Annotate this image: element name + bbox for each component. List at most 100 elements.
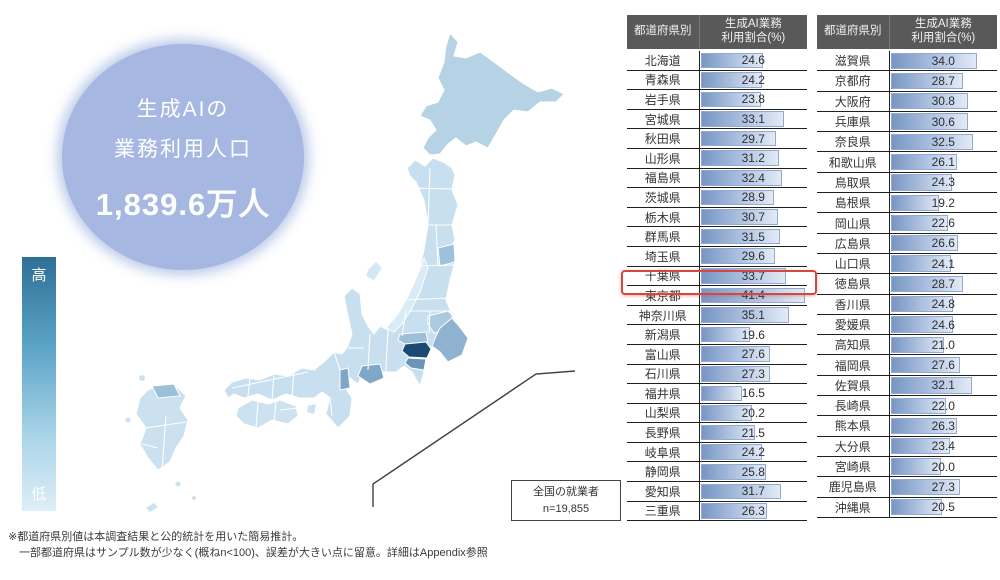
map-sado-island — [366, 262, 382, 280]
table-row: 長崎県 22.0 — [817, 396, 997, 417]
table-row: 香川県 24.8 — [817, 294, 997, 315]
usage-rate-cell: 24.6 — [700, 51, 807, 70]
table-row: 大分県 23.4 — [817, 436, 997, 457]
usage-rate-value: 22.6 — [931, 216, 955, 231]
usage-rate-cell: 23.4 — [890, 437, 997, 456]
prefecture-table-left: 都道府県別 生成AI業務 利用割合(%) 北海道 24.6 青森県 24.2 岩手県 23… — [621, 15, 817, 522]
data-bar — [890, 275, 964, 293]
usage-rate-cell: 25.8 — [700, 462, 807, 481]
table-row: 滋賀県 34.0 — [817, 51, 997, 72]
data-bar — [890, 174, 953, 191]
prefecture-name: 長野県 — [627, 423, 700, 442]
map-hokkaido — [419, 32, 565, 156]
table-row: 三重県 26.3 — [627, 501, 807, 522]
usage-rate-value: 24.3 — [931, 175, 955, 190]
table-body-left: 北海道 24.6 青森県 24.2 岩手県 23.8 宮城県 33.1 秋田県 29.7 山形県 31… — [627, 51, 807, 522]
prefecture-name: 佐賀県 — [817, 375, 890, 396]
usage-rate-cell: 24.6 — [890, 315, 997, 334]
data-bar — [700, 130, 776, 147]
usage-rate-value: 23.8 — [741, 92, 765, 107]
prefecture-name: 福岡県 — [817, 355, 890, 375]
data-bar — [700, 483, 781, 500]
hero-title-line2: 業務利用人口 — [114, 137, 252, 161]
data-bar — [890, 93, 969, 110]
data-bar — [890, 214, 948, 232]
prefecture-name: 福井県 — [627, 384, 700, 403]
japan-choropleth-map — [118, 18, 580, 530]
data-bar — [890, 397, 947, 414]
table-row: 鳥取県 24.3 — [817, 172, 997, 194]
usage-rate-value: 24.1 — [931, 256, 955, 271]
footnote: ※都道府県別値は本調査結果と公的統計を用いた簡易推計。 一部都道府県はサンプル数… — [8, 530, 488, 562]
data-bar — [890, 377, 972, 394]
prefecture-name: 高知県 — [817, 335, 890, 355]
prefecture-name: 東京都 — [627, 286, 700, 305]
usage-rate-value: 26.3 — [741, 503, 765, 518]
data-bar — [890, 194, 940, 211]
map-tanegashima-island — [175, 481, 181, 487]
data-bar — [890, 438, 950, 455]
usage-rate-cell: 31.5 — [700, 227, 807, 246]
usage-rate-value: 19.2 — [931, 195, 955, 210]
prefecture-name: 石川県 — [627, 364, 700, 384]
prefecture-name: 香川県 — [817, 294, 890, 314]
table-body-right: 滋賀県 34.0 京都府 28.7 大阪府 30.8 兵庫県 30.6 奈良県 32.5 和歌山県 2… — [817, 51, 997, 518]
usage-rate-value: 28.7 — [931, 73, 955, 88]
usage-rate-value: 32.5 — [931, 134, 955, 149]
usage-rate-cell: 16.5 — [700, 384, 807, 403]
usage-rate-cell: 29.7 — [700, 129, 807, 148]
map-tsushima-island — [139, 375, 145, 381]
usage-rate-cell: 20.5 — [890, 498, 997, 517]
data-bar — [700, 228, 781, 245]
prefecture-name: 山形県 — [627, 148, 700, 168]
prefecture-name: 新潟県 — [627, 325, 700, 344]
usage-rate-value: 24.8 — [931, 297, 955, 312]
table-row: 青森県 24.2 — [627, 70, 807, 91]
map-okinawa-island — [146, 503, 158, 512]
table-row: 佐賀県 32.1 — [817, 375, 997, 397]
data-bar — [890, 72, 964, 90]
footnote-line1: ※都道府県別値は本調査結果と公的統計を用いた簡易推計。 — [8, 531, 304, 543]
usage-rate-cell: 28.7 — [890, 274, 997, 293]
usage-rate-value: 30.7 — [741, 210, 765, 225]
table-row: 千葉県 33.7 — [627, 266, 807, 287]
prefecture-name: 大阪府 — [817, 91, 890, 111]
usage-rate-cell: 26.3 — [700, 502, 807, 521]
usage-rate-cell: 20.2 — [700, 404, 807, 423]
usage-rate-value: 21.0 — [931, 337, 955, 352]
prefecture-name: 三重県 — [627, 501, 700, 521]
map-pref-tokyo — [401, 341, 432, 359]
data-bar — [700, 91, 761, 108]
usage-rate-cell: 26.1 — [890, 152, 997, 171]
table-row: 福井県 16.5 — [627, 384, 807, 404]
usage-rate-value: 27.6 — [741, 347, 765, 362]
table-row: 栃木県 30.7 — [627, 207, 807, 228]
usage-rate-cell: 41.4 — [700, 286, 807, 305]
usage-rate-value: 33.1 — [741, 112, 765, 127]
usage-rate-value: 28.7 — [931, 276, 955, 291]
usage-rate-value: 22.0 — [931, 398, 955, 413]
map-pref-shiga — [339, 367, 351, 391]
prefecture-name: 鳥取県 — [817, 172, 890, 193]
usage-rate-cell: 19.6 — [700, 325, 807, 344]
prefecture-name: 埼玉県 — [627, 246, 700, 266]
legend-high-label: 高 — [31, 267, 47, 284]
table-row: 富山県 27.6 — [627, 344, 807, 365]
table-header: 都道府県別 生成AI業務 利用割合(%) — [627, 15, 807, 51]
usage-rate-value: 35.1 — [741, 308, 765, 323]
table-row: 愛媛県 24.6 — [817, 314, 997, 336]
usage-rate-cell: 31.7 — [700, 482, 807, 501]
usage-rate-cell: 30.8 — [890, 92, 997, 111]
map-awaji-island — [307, 404, 316, 414]
table-row: 長野県 21.5 — [627, 423, 807, 443]
table-row: 北海道 24.6 — [627, 51, 807, 71]
table-row: 静岡県 25.8 — [627, 462, 807, 483]
callout-leader-line — [372, 370, 576, 507]
data-bar — [700, 503, 768, 519]
table-row: 岩手県 23.8 — [627, 90, 807, 110]
table-row: 広島県 26.6 — [817, 233, 997, 254]
prefecture-name: 滋賀県 — [817, 51, 890, 71]
usage-rate-cell: 27.6 — [890, 355, 997, 374]
table-row: 群馬県 31.5 — [627, 227, 807, 247]
data-bar — [890, 113, 968, 130]
